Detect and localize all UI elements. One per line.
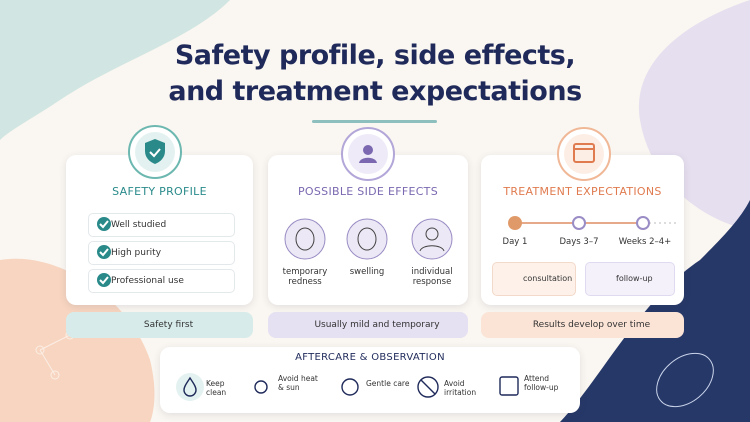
card-heading: TREATMENT EXPECTATIONS [503, 185, 662, 198]
aftercare-label: Attend follow-up [524, 374, 559, 392]
face-icons [284, 218, 453, 260]
title-line: and treatment expectations [168, 76, 582, 107]
side-effect-label: swelling [349, 267, 385, 277]
list-item: Well studied [88, 213, 235, 237]
timeline-label: Weeks 2–4+ [618, 237, 672, 247]
shield-icon [128, 125, 182, 179]
footer-pill: Safety first [66, 312, 253, 338]
footer-pill: Results develop over time [481, 312, 684, 338]
footer-text: Safety first [143, 320, 194, 330]
box: consultation [492, 262, 576, 296]
calendar-icon [557, 127, 611, 181]
side-effect-label: temporary redness [282, 267, 328, 287]
side-effect-label: individual response [411, 267, 453, 287]
aftercare-label: Keep clean [206, 379, 227, 397]
timeline-label: Day 1 [502, 237, 528, 247]
aftercare-icons [176, 373, 519, 401]
list-item: Professional use [88, 269, 235, 293]
footer-pill: Usually mild and temporary [268, 312, 468, 338]
list-item: High purity [88, 241, 235, 265]
aftercare-label: Avoid heat & sun [278, 374, 318, 392]
check-icons [97, 217, 111, 287]
timeline [508, 216, 676, 230]
panel-heading: AFTERCARE & OBSERVATION [295, 352, 445, 363]
person-icon [341, 127, 395, 181]
box: follow-up [585, 262, 675, 296]
aftercare-label: Gentle care [366, 379, 410, 388]
card-heading: SAFETY PROFILE [112, 185, 207, 198]
timeline-label: Days 3–7 [559, 237, 599, 247]
aftercare-label: Avoid irritation [444, 379, 477, 397]
footer-text: Results develop over time [532, 320, 651, 330]
safety-card: SAFETY PROFILE Well studied High purity … [66, 155, 253, 305]
title-line: Safety profile, side effects, [174, 40, 576, 71]
aftercare-panel: AFTERCARE & OBSERVATION Keep clean Avoid… [160, 347, 580, 413]
footer-text: Usually mild and temporary [314, 320, 440, 330]
card-heading: POSSIBLE SIDE EFFECTS [297, 185, 438, 198]
